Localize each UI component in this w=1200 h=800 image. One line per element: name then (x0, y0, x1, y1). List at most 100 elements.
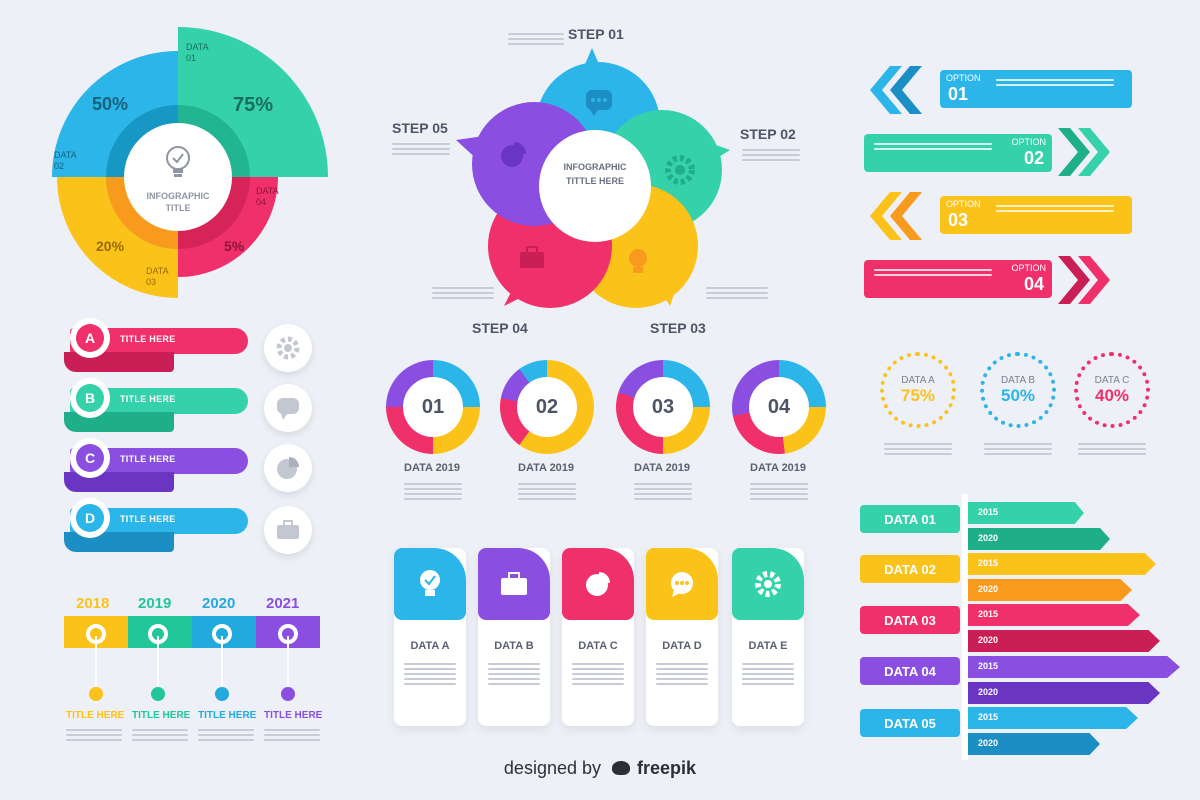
step-01-text (508, 30, 564, 48)
donut-02-caption: DATA 2019 (518, 462, 575, 474)
card-data-a-text (404, 660, 456, 688)
steps-diagram: INFOGRAPHIC TITTLE HERE (440, 40, 750, 320)
card-data-b[interactable]: DATA B (478, 548, 550, 726)
bar-label-data-02: DATA 02 (860, 555, 960, 583)
list-gear-icon (264, 324, 312, 372)
donut-04-number: 04 (749, 377, 809, 437)
options-list: OPTION 01 OPTION 02 OPTION 03 OPTION 04 (862, 44, 1138, 334)
pie-value-data-02: 50% (92, 94, 129, 114)
timeline-text-2 (132, 726, 188, 744)
list-item-b-title: TITLE HERE (120, 394, 176, 404)
ring-data-c-text (1078, 440, 1146, 458)
card-data-c[interactable]: DATA C (562, 548, 634, 726)
timeline-title-2: TITLE HERE (132, 710, 191, 721)
pie-value-data-03: 20% (96, 238, 125, 254)
list-letter-d: D (70, 498, 110, 538)
footer-brand: freepik (637, 758, 697, 778)
chat-icon (671, 572, 693, 597)
steps-svg (456, 48, 730, 308)
donut-03-caption: DATA 2019 (634, 462, 691, 474)
donut-03: 03 (616, 360, 710, 454)
pie-label-data-03: DATA 03 (146, 266, 169, 287)
donut-04: 04 (732, 360, 826, 454)
option-04-text (874, 266, 992, 279)
lightbulb-icon (420, 570, 440, 596)
timeline-year-2018: 2018 (76, 595, 110, 612)
ring-data-c: DATA C 40% (1074, 352, 1150, 428)
step-02-label: STEP 02 (740, 126, 796, 142)
lightbulb-check-icon (166, 146, 190, 177)
step-05-text (392, 140, 450, 158)
ring-data-a-text (884, 440, 952, 458)
donut-01-caption: DATA 2019 (404, 462, 461, 474)
card-data-e-header (732, 548, 804, 620)
option-04[interactable]: OPTION 04 (864, 260, 1052, 298)
card-data-a-label: DATA A (410, 640, 450, 652)
ring-data-b: DATA B 50% (980, 352, 1056, 428)
list-letter-a: A (70, 318, 110, 358)
bar-data-03-2020: 2020 (968, 630, 1160, 652)
bar-data-03-2015: 2015 (968, 604, 1140, 626)
donut-01-text (404, 480, 462, 503)
options-chevrons (870, 66, 1110, 304)
ring-data-a: DATA A 75% (880, 352, 956, 428)
option-02-number: 02 (1023, 148, 1044, 168)
step-04-text (432, 284, 494, 302)
briefcase-icon (501, 572, 527, 595)
step-05-label: STEP 05 (392, 120, 448, 136)
card-data-d[interactable]: DATA D (646, 548, 718, 726)
timeline-year-2019: 2019 (138, 595, 172, 612)
list-item-d-title: TITLE HERE (120, 514, 176, 524)
bar-data-01-2020: 2020 (968, 528, 1110, 550)
bar-label-data-01: DATA 01 (860, 505, 960, 533)
gear-icon (665, 155, 695, 185)
card-data-d-text (656, 660, 708, 688)
list-pie-chart-icon (264, 444, 312, 492)
timeline-year-2021: 2021 (266, 595, 300, 612)
timeline-year-2020: 2020 (202, 595, 236, 612)
card-data-a-header (394, 548, 466, 620)
steps-center-title: INFOGRAPHIC TITTLE HERE (563, 162, 627, 186)
option-02[interactable]: OPTION 02 (864, 134, 1052, 172)
ring-data-c-value: 40% (1094, 385, 1130, 405)
option-01[interactable]: OPTION 01 (940, 70, 1132, 108)
donut-04-text (750, 480, 808, 503)
card-data-e[interactable]: DATA E (732, 548, 804, 726)
card-data-a[interactable]: DATA A (394, 548, 466, 726)
card-data-c-label: DATA C (578, 640, 618, 652)
bar-label-data-05: DATA 05 (860, 709, 960, 737)
option-02-text (874, 140, 992, 153)
gear-icon (755, 571, 781, 597)
timeline-title-1: TITLE HERE (66, 710, 125, 721)
steps-center (539, 130, 651, 242)
step-02-text (742, 146, 800, 164)
footer-credit: designed by freepik (0, 758, 1200, 779)
timeline-markers (86, 624, 298, 701)
ring-data-c-label: DATA C (1094, 374, 1130, 386)
list-letter-c: C (70, 438, 110, 478)
pie-value-data-04: 5% (224, 238, 245, 254)
donut-01: 01 (386, 360, 480, 454)
pie-label-data-01: DATA 01 (186, 42, 209, 63)
pie-chart-icon (586, 572, 610, 596)
bar-data-04-2020: 2020 (968, 682, 1160, 704)
option-04-number: 04 (1023, 274, 1044, 294)
donut-03-text (634, 480, 692, 503)
donut-04-caption: DATA 2019 (750, 462, 807, 474)
bar-data-05-2020: 2020 (968, 733, 1100, 755)
card-data-c-header (562, 548, 634, 620)
card-data-b-text (488, 660, 540, 688)
pie-center-title: INFOGRAPHIC TITLE (146, 191, 210, 213)
pie-value-data-01: 75% (233, 94, 274, 116)
card-data-d-label: DATA D (662, 640, 702, 652)
pie-chart-icon (501, 142, 526, 167)
step-04-label: STEP 04 (472, 320, 528, 336)
step-01-label: STEP 01 (568, 26, 624, 42)
option-01-number: 01 (948, 84, 969, 104)
ring-data-b-text (984, 440, 1052, 458)
bars-divider (962, 494, 968, 760)
bar-data-02-2020: 2020 (968, 579, 1132, 601)
step-03-text (706, 284, 768, 302)
list-briefcase-icon (264, 506, 312, 554)
option-03[interactable]: OPTION 03 (940, 196, 1132, 234)
